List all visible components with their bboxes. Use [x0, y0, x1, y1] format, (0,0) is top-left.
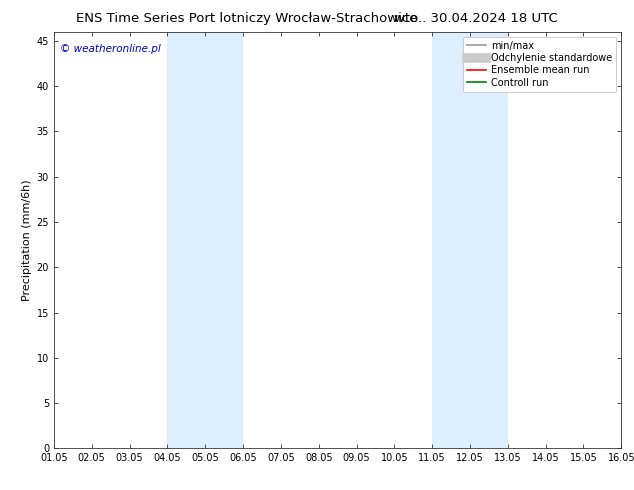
Legend: min/max, Odchylenie standardowe, Ensemble mean run, Controll run: min/max, Odchylenie standardowe, Ensembl… — [463, 37, 616, 92]
Y-axis label: Precipitation (mm/6h): Precipitation (mm/6h) — [22, 179, 32, 301]
Text: ENS Time Series Port lotniczy Wrocław-Strachowice: ENS Time Series Port lotniczy Wrocław-St… — [76, 12, 418, 25]
Bar — [432, 32, 508, 448]
Text: wto.. 30.04.2024 18 UTC: wto.. 30.04.2024 18 UTC — [394, 12, 558, 25]
Text: © weatheronline.pl: © weatheronline.pl — [60, 44, 160, 54]
Bar — [167, 32, 243, 448]
